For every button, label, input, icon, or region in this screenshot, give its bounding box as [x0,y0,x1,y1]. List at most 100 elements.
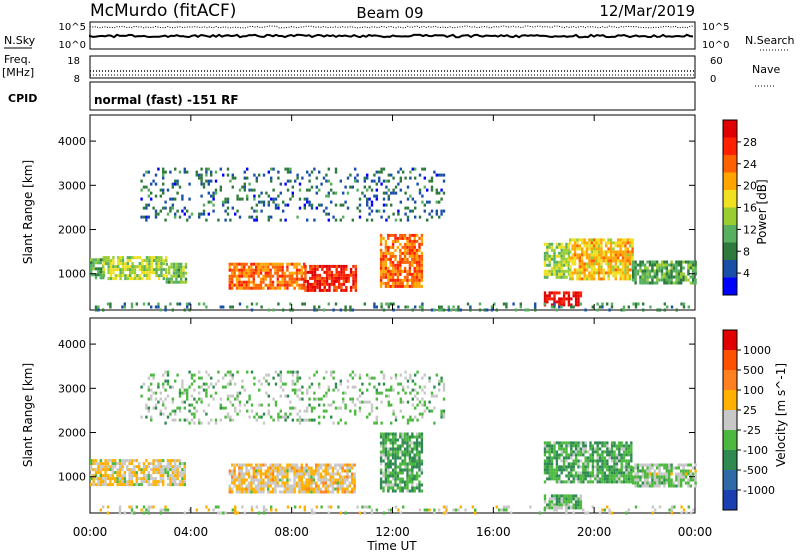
y-tick-label: 2000 [58,224,86,237]
data-region [165,262,188,284]
colorbar-frame [722,329,738,511]
power-axis: 1000 2000 3000 4000 [58,135,695,281]
y-tick-label: 4000 [58,135,86,148]
colorbar-tick-label: 8 [743,245,750,258]
colorbar-segment [723,155,737,173]
colorbar-segment [723,430,737,450]
noise-search-trace [89,33,694,39]
velocity-colorbar: 1000 500 100 25 -25 -100 -500 -1000 [722,329,775,511]
x-tick-label: 12:00 [375,525,410,539]
y-tick-label: 2000 [58,427,86,440]
data-region [543,441,633,484]
y-tick-label: 3000 [58,382,86,395]
colorbar-segment [723,410,737,430]
noise-tick-bottom-right: 10^0 [702,40,729,51]
cpid-label: CPID [8,92,37,105]
y-tick-label: 1000 [58,268,86,281]
power-data [90,167,697,312]
freq-tick-top: 18 [67,56,80,67]
data-region [94,302,690,312]
colorbar-tick-label: 25 [743,404,757,417]
colorbar-tick-label: 100 [743,384,764,397]
colorbar-tick-label: 20 [743,180,757,193]
colorbar-segment [723,120,737,138]
colorbar-segment [723,470,737,490]
colorbar-tick-label: -1000 [743,484,775,497]
colorbar-segment [723,370,737,390]
colorbar-tick-label: -100 [743,444,768,457]
colorbar-tick-label: 4 [743,267,750,280]
data-region [379,233,424,288]
colorbar-tick-label: 28 [743,136,757,149]
data-region [543,242,571,279]
colorbar-tick-label: 24 [743,158,757,171]
colorbar-tick-label: 1000 [743,344,771,357]
data-region [90,459,186,487]
data-region [304,264,358,292]
data-region [379,432,424,493]
data-region [99,505,695,515]
velocity-ylabel: Slant Range [km] [21,363,35,467]
x-tick-label: 04:00 [174,525,209,539]
colorbar-segment [723,190,737,208]
nave-label: Nave [752,63,780,76]
colorbar-tick-label: 500 [743,364,764,377]
x-axis: 00:00 04:00 08:00 12:00 16:00 20:00 00:00 [73,115,713,539]
freq-tick-bottom: 8 [74,74,80,85]
x-tick-label: 00:00 [73,525,108,539]
y-tick-label: 3000 [58,179,86,192]
colorbar-segment [723,242,737,260]
freq-unit-label: [MHz] [2,66,34,79]
power-colorbar-label: Power [dB] [755,179,769,244]
beam-title: Beam 09 [356,4,423,22]
station-title: McMurdo (fitACF) [90,1,236,21]
power-colorbar: 4 8 12 16 20 24 28 [722,119,757,296]
freq-label: Freq. [4,53,31,66]
y-tick-label: 1000 [58,471,86,484]
colorbar-segment [723,490,737,510]
colorbar-segment [723,172,737,190]
velocity-colorbar-label: Velocity [m s^-1] [774,363,788,467]
y-tick-label: 4000 [58,338,86,351]
nave-tick-bottom: 0 [710,74,716,85]
x-tick-label: 16:00 [476,525,511,539]
data-region [102,256,168,281]
x-tick-label: 08:00 [274,525,309,539]
colorbar-tick-label: 12 [743,223,757,236]
data-region [543,494,583,510]
data-region [632,260,697,285]
colorbar-segment [723,277,737,295]
data-region [228,262,306,290]
noise-traces [89,25,694,39]
date-title: 12/Mar/2019 [599,2,695,20]
colorbar-segment [723,350,737,370]
data-region [140,167,446,222]
colorbar-segment [723,260,737,278]
x-tick-label: 00:00 [678,525,713,539]
nsearch-label: N.Search [745,34,795,47]
colorbar-segment [723,225,737,243]
data-region [569,238,634,281]
colorbar-tick-label: -500 [743,464,768,477]
colorbar-segment [723,330,737,350]
colorbar-segment [723,390,737,410]
cpid-text: normal (fast) -151 RF [94,93,239,107]
colorbar-tick-label: -25 [743,424,761,437]
noise-tick-bottom-left: 10^0 [59,40,86,51]
velocity-data [90,370,697,515]
noise-tick-top-left: 10^5 [59,22,86,33]
power-ylabel: Slant Range [km] [21,160,35,264]
colorbar-segment [723,137,737,155]
data-region [228,463,356,494]
data-region [140,370,446,425]
colorbar-tick-label: 16 [743,202,757,215]
colorbar-segment [723,450,737,470]
x-tick-label: 20:00 [577,525,612,539]
velocity-axis: 1000 2000 3000 4000 [58,338,695,484]
cpid-panel [89,81,696,111]
nsky-label: N.Sky [4,34,36,47]
noise-tick-top-right: 10^5 [702,22,729,33]
nave-tick-top: 60 [710,56,723,67]
colorbar-segment [723,207,737,225]
